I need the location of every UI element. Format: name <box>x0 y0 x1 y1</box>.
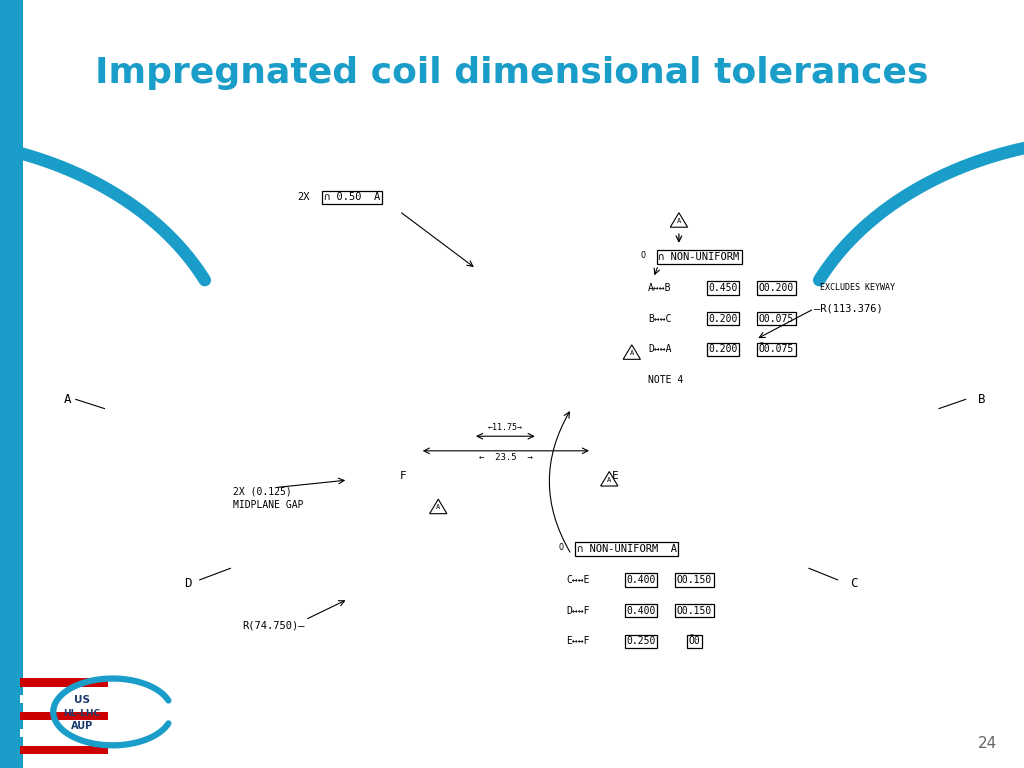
Text: ←11.75→: ←11.75→ <box>487 422 522 432</box>
Text: D↔↔F: D↔↔F <box>566 605 590 616</box>
Text: Impregnated coil dimensional tolerances: Impregnated coil dimensional tolerances <box>95 56 929 90</box>
Text: C: C <box>850 578 857 590</box>
Polygon shape <box>20 746 108 754</box>
Text: C↔↔E: C↔↔E <box>566 574 590 585</box>
Text: B↔↔C: B↔↔C <box>648 313 672 324</box>
Text: EXCLUDES KEYWAY: EXCLUDES KEYWAY <box>820 283 895 293</box>
Text: 24: 24 <box>978 736 997 751</box>
Text: A: A <box>677 217 681 223</box>
Polygon shape <box>671 213 687 227</box>
Text: —R(113.376): —R(113.376) <box>814 303 883 314</box>
Text: D: D <box>184 578 191 590</box>
Text: ∩ NON-UNIFORM: ∩ NON-UNIFORM <box>658 252 739 263</box>
Polygon shape <box>20 695 108 703</box>
Polygon shape <box>430 499 446 514</box>
Polygon shape <box>20 678 108 687</box>
Text: 0.400: 0.400 <box>627 574 655 585</box>
Text: 2X: 2X <box>297 192 309 203</box>
Polygon shape <box>0 0 23 768</box>
Text: R(74.750)—: R(74.750)— <box>243 621 305 631</box>
Text: O: O <box>641 251 645 260</box>
Text: AUP: AUP <box>71 720 93 731</box>
Text: A: A <box>630 349 634 356</box>
Polygon shape <box>20 729 108 737</box>
Text: 0.250: 0.250 <box>627 636 655 647</box>
Text: 0.400: 0.400 <box>627 605 655 616</box>
Text: 0.200: 0.200 <box>709 344 737 355</box>
Text: MIDPLANE GAP: MIDPLANE GAP <box>233 500 304 511</box>
Text: HL-LHC: HL-LHC <box>63 709 100 718</box>
Text: A: A <box>607 476 611 482</box>
Text: Õ0.150: Õ0.150 <box>677 574 712 585</box>
Text: ∩ 0.50  A: ∩ 0.50 A <box>324 192 380 203</box>
Text: US: US <box>74 695 90 706</box>
Text: E↔↔F: E↔↔F <box>566 636 590 647</box>
Text: O: O <box>559 543 563 552</box>
Text: 0.200: 0.200 <box>709 313 737 324</box>
Polygon shape <box>624 345 640 359</box>
Text: Õ0.150: Õ0.150 <box>677 605 712 616</box>
Text: Õ0.075: Õ0.075 <box>759 313 794 324</box>
Text: 2X (0.125): 2X (0.125) <box>233 486 292 497</box>
Text: D↔↔A: D↔↔A <box>648 344 672 355</box>
Text: A: A <box>63 393 71 406</box>
Text: 0.450: 0.450 <box>709 283 737 293</box>
Text: B: B <box>978 393 985 406</box>
Text: A: A <box>436 504 440 510</box>
Polygon shape <box>20 712 108 720</box>
Text: E: E <box>612 471 620 482</box>
Text: NOTE 4: NOTE 4 <box>648 375 683 386</box>
Text: Õ0.075: Õ0.075 <box>759 344 794 355</box>
Text: ∩ NON-UNIFORM  A: ∩ NON-UNIFORM A <box>577 544 677 554</box>
Polygon shape <box>601 472 617 486</box>
Text: Õ0.200: Õ0.200 <box>759 283 794 293</box>
Text: F: F <box>399 471 407 482</box>
Text: Õ0: Õ0 <box>688 636 700 647</box>
Text: ←  23.5  →: ← 23.5 → <box>479 453 532 462</box>
Text: A↔↔B: A↔↔B <box>648 283 672 293</box>
